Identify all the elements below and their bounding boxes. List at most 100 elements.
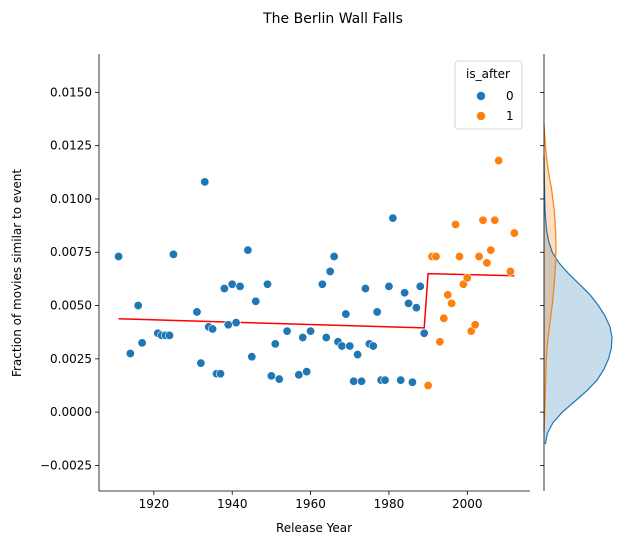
scatter-point-before <box>415 281 425 291</box>
scatter-point-before <box>165 330 175 340</box>
scatter-point-after <box>490 215 500 225</box>
y-tick-label: 0.0025 <box>50 352 92 366</box>
scatter-point-before <box>243 245 253 255</box>
x-tick-label: 1940 <box>217 497 248 511</box>
marginal-density-fill-before <box>544 156 612 445</box>
legend-marker-0 <box>476 91 486 101</box>
scatter-point-before <box>262 279 272 289</box>
scatter-point-after <box>443 290 453 300</box>
scatter-point-before <box>215 369 225 379</box>
marginal-density-line-before <box>543 156 613 445</box>
legend-title: is_after <box>466 67 510 81</box>
y-axis-label: Fraction of movies similar to event <box>10 169 24 377</box>
scatter-point-before <box>419 328 429 338</box>
scatter-point-before <box>223 320 233 330</box>
x-tick-label: 2000 <box>452 497 483 511</box>
scatter-point-before <box>317 279 327 289</box>
y-tick-label: 0.0150 <box>50 85 92 99</box>
scatter-point-before <box>251 296 261 306</box>
scatter-point-before <box>306 326 316 336</box>
x-tick-label: 1980 <box>374 497 405 511</box>
scatter-point-before <box>298 333 308 343</box>
scatter-point-before <box>384 281 394 291</box>
scatter-point-before <box>321 333 331 343</box>
scatter-point-before <box>357 376 367 386</box>
scatter-point-after <box>423 380 433 390</box>
marginal-density-axes <box>540 54 613 491</box>
scatter-point-before <box>345 341 355 351</box>
scatter-point-before <box>192 307 202 317</box>
y-tick-label: −0.0025 <box>40 458 92 472</box>
scatter-point-before <box>247 352 257 362</box>
marginal-density-line-after <box>543 124 557 434</box>
scatter-point-before <box>360 283 370 293</box>
scatter-point-after <box>451 220 461 230</box>
scatter-point-before <box>380 375 390 385</box>
scatter-point-after <box>486 245 496 255</box>
scatter-points <box>114 156 519 390</box>
y-tick-label: 0.0000 <box>50 405 92 419</box>
scatter-point-after <box>482 258 492 268</box>
x-tick-label: 1920 <box>139 497 170 511</box>
y-tick-label: 0.0100 <box>50 192 92 206</box>
y-tick-label: 0.0075 <box>50 245 92 259</box>
x-axis-ticks: 1920 1940 1960 1980 2000 <box>139 491 483 511</box>
scatter-point-after <box>474 252 484 262</box>
scatter-point-before <box>196 358 206 368</box>
scatter-point-before <box>274 374 284 384</box>
scatter-point-before <box>137 338 147 348</box>
y-axis-ticks: −0.0025 0.0000 0.0025 0.0050 0.0075 0.0100 0.0… <box>40 85 99 472</box>
scatter-point-before <box>200 177 210 187</box>
marginal-ticks <box>540 91 544 466</box>
scatter-point-before <box>407 377 417 387</box>
scatter-point-before <box>114 252 124 262</box>
scatter-point-before <box>282 326 292 336</box>
scatter-point-before <box>353 350 363 360</box>
scatter-point-before <box>404 298 414 308</box>
y-tick-label: 0.0050 <box>50 299 92 313</box>
scatter-point-after <box>505 266 515 276</box>
scatter-point-before <box>231 318 241 328</box>
scatter-point-before <box>341 309 351 319</box>
scatter-point-before <box>329 252 339 262</box>
main-axes: 1920 1940 1960 1980 2000 −0.0025 0.0000 0.0025… <box>10 54 530 535</box>
scatter-point-after <box>435 337 445 347</box>
fit-lines <box>118 272 515 329</box>
scatter-point-before <box>302 367 312 377</box>
x-axis-label: Release Year <box>276 521 352 535</box>
legend-entry-1: 1 <box>506 109 514 123</box>
legend-marker-1 <box>476 111 486 121</box>
legend: is_after 0 1 <box>454 60 523 130</box>
scatter-point-after <box>478 215 488 225</box>
scatter-point-before <box>219 283 229 293</box>
scatter-point-before <box>266 371 276 381</box>
legend-frame <box>454 60 523 130</box>
scatter-point-before <box>168 249 178 259</box>
scatter-point-after <box>447 298 457 308</box>
marginal-density-curves <box>543 124 613 445</box>
scatter-point-before <box>235 281 245 291</box>
x-tick-label: 1960 <box>295 497 326 511</box>
scatter-point-after <box>439 313 449 323</box>
scatter-point-before <box>227 279 237 289</box>
scatter-point-after <box>509 228 519 238</box>
legend-entry-0: 0 <box>506 89 514 103</box>
scatter-point-before <box>337 341 347 351</box>
scatter-point-before <box>125 349 135 359</box>
scatter-point-after <box>470 320 480 330</box>
scatter-point-before <box>388 213 398 223</box>
scatter-point-after <box>454 252 464 262</box>
scatter-point-before <box>208 324 218 334</box>
scatter-point-before <box>133 301 143 311</box>
scatter-point-before <box>349 376 359 386</box>
scatter-point-before <box>372 307 382 317</box>
chart-title: The Berlin Wall Falls <box>262 11 403 27</box>
scatter-point-before <box>400 288 410 298</box>
scatter-point-after <box>494 156 504 166</box>
scatter-point-after <box>431 252 441 262</box>
scatter-point-after <box>462 273 472 283</box>
scatter-point-before <box>411 303 421 313</box>
scatter-point-before <box>294 370 304 380</box>
scatter-point-before <box>325 266 335 276</box>
